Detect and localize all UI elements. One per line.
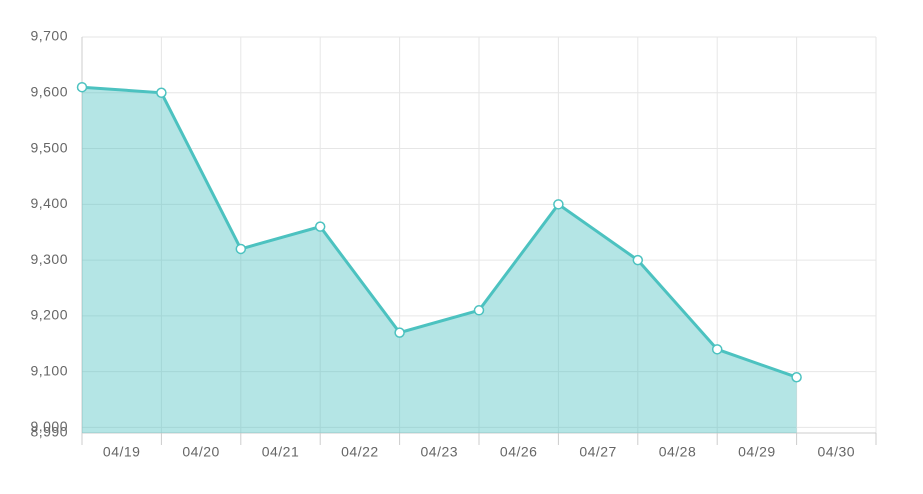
point bbox=[235, 243, 247, 255]
x-tick-label: 04/30 bbox=[818, 444, 856, 460]
y-tick-label: 9,400 bbox=[30, 195, 68, 211]
line bbox=[81, 85, 798, 379]
x-tick-label: 04/26 bbox=[500, 444, 538, 460]
point bbox=[553, 199, 564, 210]
x-tick-label: 04/29 bbox=[738, 444, 776, 460]
y-tick-label: 9,100 bbox=[30, 362, 68, 378]
point bbox=[156, 87, 167, 99]
y-tick-label: 9,000 bbox=[30, 418, 68, 434]
x-tick-label: 04/23 bbox=[421, 444, 459, 460]
x-tick-label: 04/22 bbox=[341, 444, 379, 460]
point bbox=[76, 81, 88, 93]
x-tick-label: 04/28 bbox=[659, 444, 697, 460]
y-tick-label: 9,700 bbox=[30, 28, 68, 44]
x-tick-label: 04/19 bbox=[103, 444, 141, 460]
y-tick-label: 9,500 bbox=[30, 139, 68, 155]
y-tick-label: 9,300 bbox=[30, 251, 68, 267]
x-tick-label: 04/27 bbox=[579, 444, 617, 460]
point bbox=[394, 327, 405, 338]
area bbox=[82, 87, 797, 434]
y-tick-label: 8,990 bbox=[30, 424, 68, 440]
point bbox=[791, 371, 802, 383]
point bbox=[711, 344, 723, 355]
y-tick-label: 9,600 bbox=[30, 83, 68, 99]
x-tick-label: 04/21 bbox=[262, 444, 300, 460]
x-tick-label: 04/20 bbox=[182, 444, 220, 460]
point bbox=[314, 221, 326, 232]
point bbox=[632, 254, 644, 266]
point bbox=[473, 305, 485, 316]
y-tick-label: 9,200 bbox=[30, 307, 68, 323]
